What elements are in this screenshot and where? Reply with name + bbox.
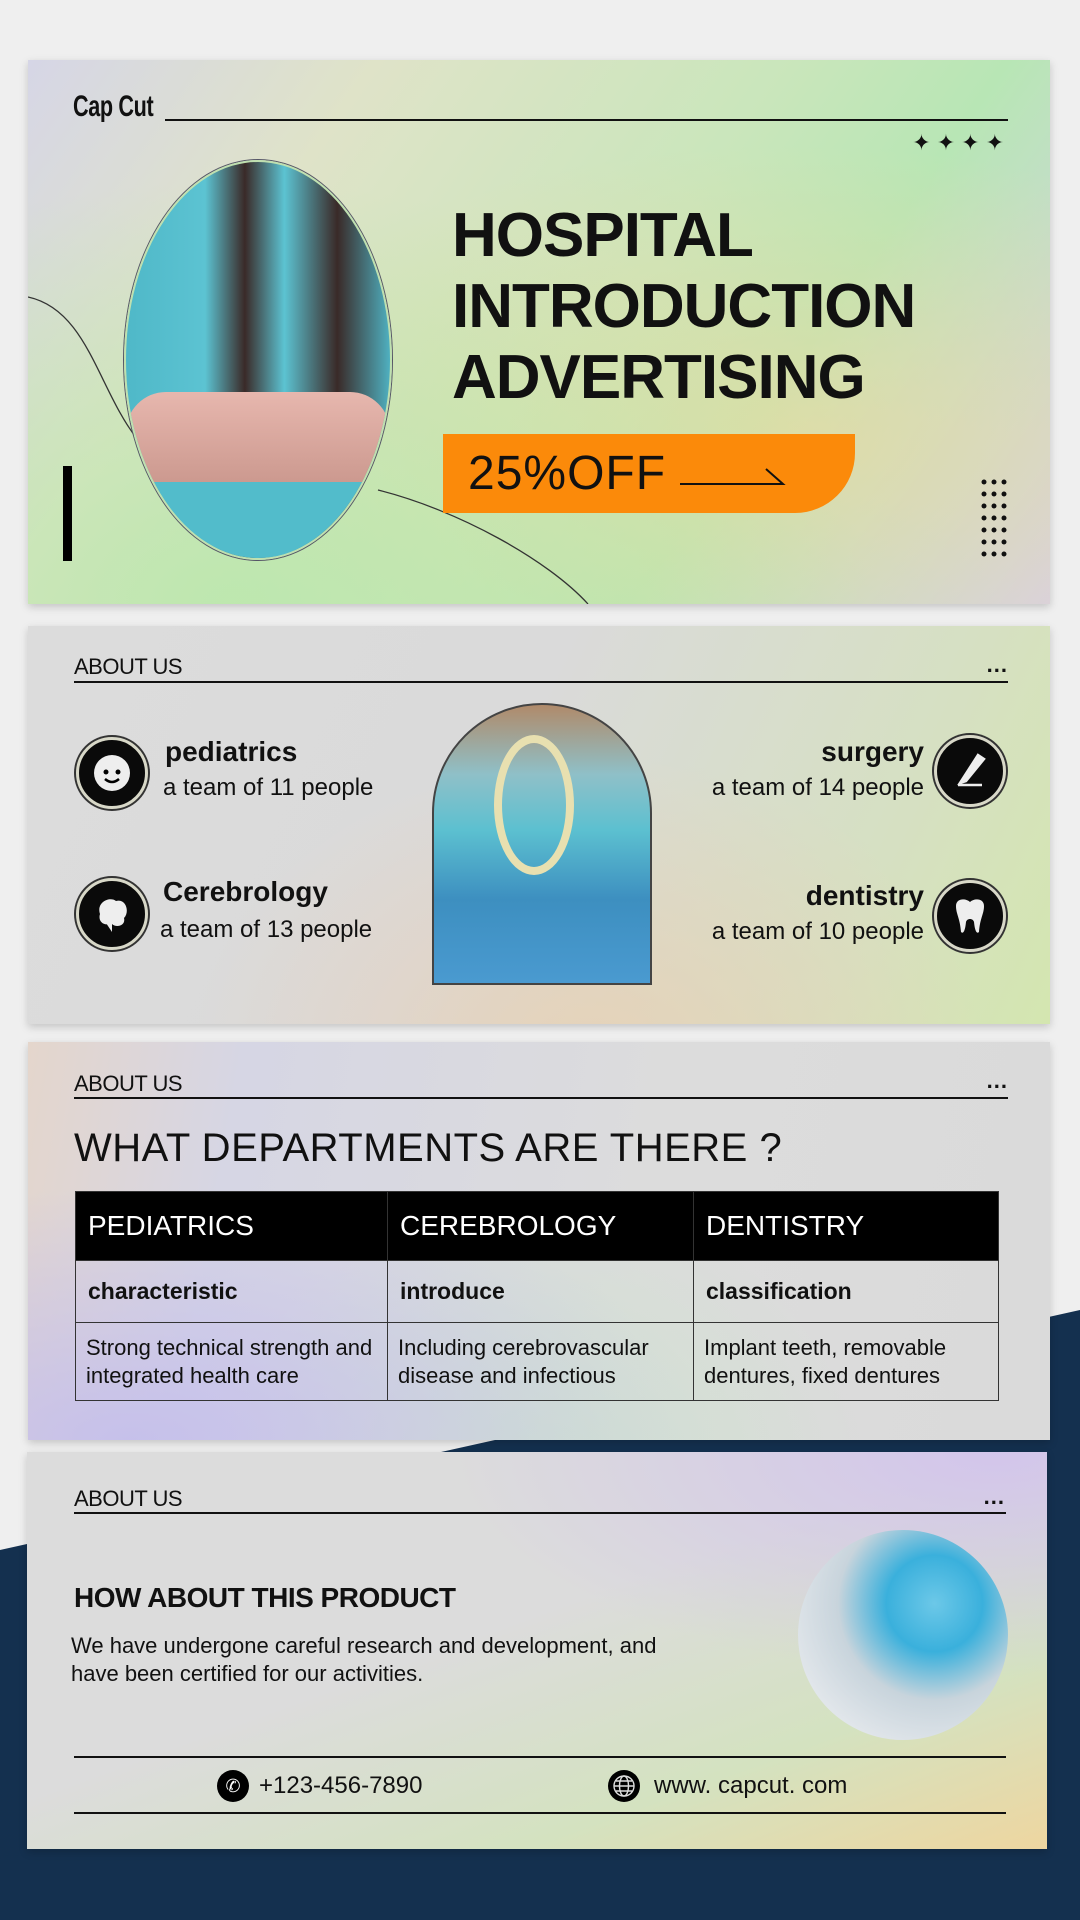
hero-title: HOSPITAL INTRODUCTION ADVERTISING [452, 200, 916, 413]
table-header: CEREBROLOGY [387, 1191, 694, 1261]
table-row: Strong technical strength and integrated… [75, 1322, 999, 1401]
departments-card: ABOUT US ... pediatrics a team of 11 peo… [28, 626, 1050, 1024]
dot-grid-icon [981, 479, 1007, 557]
scalpel-icon [934, 735, 1006, 807]
table-row: characteristic introduce classification [75, 1260, 999, 1323]
dept-team: a team of 14 people [711, 774, 924, 801]
departments-table: PEDIATRICS CEREBROLOGY DENTISTRY charact… [75, 1191, 999, 1401]
brain-icon [76, 878, 148, 950]
more-icon[interactable]: ... [983, 1484, 1005, 1509]
product-card: ABOUT US ... HOW ABOUT THIS PRODUCT We h… [27, 1452, 1047, 1849]
website-url: www. capcut. com [654, 1772, 848, 1799]
brand-logo: Cap Cut [73, 90, 154, 123]
decorative-curve [28, 296, 589, 604]
hero-card: Cap Cut ✦✦✦✦ HOSPITAL INTRODUCTION ADVER… [28, 60, 1050, 604]
dept-team: a team of 10 people [711, 918, 924, 945]
title-line: INTRODUCTION [452, 272, 916, 341]
section-title: WHAT DEPARTMENTS ARE THERE ? [74, 1126, 783, 1170]
table-cell: Strong technical strength and integrated… [75, 1322, 388, 1401]
dept-name: surgery [821, 736, 924, 767]
globe-icon [608, 1770, 640, 1802]
phone-contact[interactable]: ✆ +123-456-7890 [217, 1770, 422, 1802]
table-header: DENTISTRY [693, 1191, 999, 1261]
section-heading: ABOUT US [74, 1486, 183, 1511]
dept-name: pediatrics [165, 736, 298, 767]
surgery-photo [432, 703, 652, 985]
table-cell: classification [693, 1260, 999, 1323]
section-heading: ABOUT US [74, 1071, 183, 1096]
arrow-right-icon [680, 467, 786, 485]
product-title: HOW ABOUT THIS PRODUCT [74, 1582, 456, 1613]
more-icon[interactable]: ... [986, 1068, 1008, 1093]
offer-button[interactable]: 25%OFF [443, 434, 855, 513]
product-description: We have undergone careful research and d… [71, 1633, 657, 1686]
more-icon[interactable]: ... [986, 652, 1008, 677]
phone-icon: ✆ [217, 1770, 249, 1802]
tooth-icon [934, 880, 1006, 952]
dept-name: Cerebrology [163, 876, 328, 907]
table-header-row: PEDIATRICS CEREBROLOGY DENTISTRY [75, 1191, 999, 1261]
lab-photo [798, 1530, 1008, 1740]
table-cell: Including cerebrovascular disease and in… [387, 1322, 694, 1401]
title-line: HOSPITAL [452, 201, 754, 270]
phone-number: +123-456-7890 [259, 1772, 423, 1799]
table-cell: characteristic [75, 1260, 388, 1323]
decorative-bar [63, 466, 72, 561]
departments-table-card: ABOUT US ... WHAT DEPARTMENTS ARE THERE … [28, 1042, 1050, 1440]
table-header: PEDIATRICS [75, 1191, 388, 1261]
dept-team: a team of 11 people [163, 774, 374, 801]
section-heading: ABOUT US [74, 654, 183, 679]
dept-team: a team of 13 people [160, 916, 373, 943]
table-cell: introduce [387, 1260, 694, 1323]
sparkle-stars-icon: ✦✦✦✦ [912, 130, 1010, 155]
title-line: ADVERTISING [452, 343, 866, 412]
dept-name: dentistry [805, 880, 924, 911]
table-cell: Implant teeth, removable dentures, fixed… [693, 1322, 999, 1401]
nurse-photo [124, 160, 392, 560]
offer-label: 25%OFF [468, 447, 667, 500]
baby-face-icon [76, 737, 148, 809]
website-link[interactable]: www. capcut. com [608, 1770, 847, 1802]
